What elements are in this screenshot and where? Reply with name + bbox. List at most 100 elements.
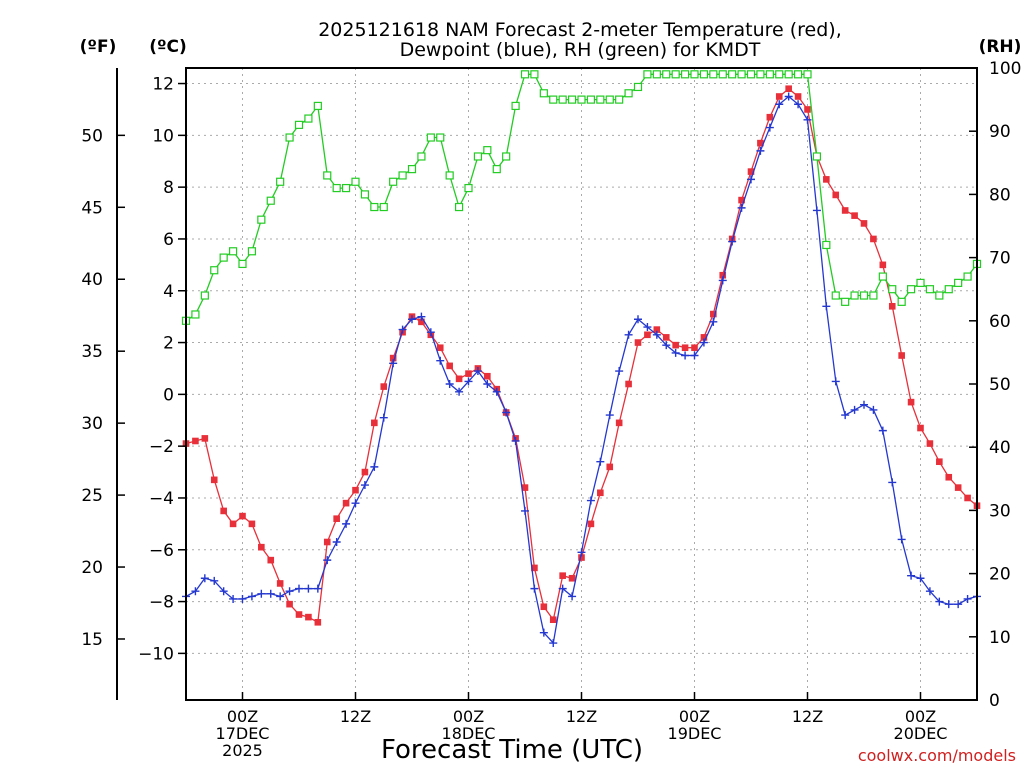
fahrenheit-tick-label: 40: [81, 270, 103, 290]
dewpoint-point: [944, 600, 953, 609]
axes: −10−8−6−4−202468101215202530354045500102…: [81, 59, 1021, 760]
series-temperature: [182, 85, 981, 626]
dewpoint-point: [229, 594, 238, 603]
rh-point: [238, 259, 247, 269]
celsius-tick-label: 8: [163, 178, 174, 198]
fahrenheit-unit-label: (ºF): [80, 37, 117, 57]
temperature-point: [936, 458, 943, 466]
rh-point: [577, 95, 586, 104]
dewpoint-point: [530, 584, 539, 593]
dewpoint-point: [492, 387, 501, 396]
fahrenheit-tick-label: 30: [81, 414, 103, 434]
fahrenheit-tick-label: 50: [81, 126, 103, 146]
dewpoint-point: [332, 538, 341, 546]
temperature-point: [389, 354, 397, 362]
celsius-tick-label: 6: [163, 230, 174, 250]
rh-tick-label: 20: [989, 565, 1011, 585]
rh-point: [558, 95, 567, 104]
temperature-point: [239, 512, 246, 520]
celsius-tick-label: 0: [163, 385, 174, 405]
dewpoint-point: [652, 330, 661, 339]
temperature-point: [267, 556, 275, 564]
rh-point: [680, 70, 690, 79]
rh-point: [822, 240, 831, 250]
rh-tick-label: 50: [989, 375, 1011, 395]
dewpoint-point: [916, 574, 925, 583]
rh-point: [841, 297, 850, 306]
temperature-point: [229, 520, 237, 528]
celsius-tick-label: 2: [163, 334, 174, 354]
dewpoint-point: [756, 146, 765, 155]
dewpoint-point: [276, 592, 285, 601]
rh-point: [671, 70, 680, 79]
dewpoint-point: [370, 462, 379, 471]
rh-point: [793, 70, 803, 79]
temperature-point: [634, 339, 642, 346]
temperature-point: [785, 85, 792, 93]
x-tick-label: 00Z: [227, 707, 258, 726]
rh-tick-label: 30: [989, 501, 1011, 521]
temperature-point: [766, 113, 774, 121]
fahrenheit-tick-label: 15: [81, 630, 103, 650]
rh-point: [228, 247, 238, 256]
rh-tick-label: 40: [989, 438, 1011, 458]
dewpoint-point: [897, 535, 906, 544]
rh-point: [662, 70, 671, 79]
rh-point: [511, 101, 520, 111]
dewpoint-point: [709, 317, 718, 326]
temperature-point: [841, 207, 849, 214]
dewpoint-point: [210, 576, 219, 585]
rh-point: [605, 95, 614, 104]
dewpoint-point: [841, 411, 850, 420]
temperature-point: [323, 538, 331, 546]
dewpoint-point: [643, 323, 652, 332]
temperature-point: [597, 489, 604, 497]
dewpoint-point: [605, 411, 614, 420]
celsius-tick-label: −8: [149, 593, 174, 613]
temperature-point: [625, 380, 632, 388]
dewpoint-point: [690, 351, 699, 360]
dewpoint-point: [483, 380, 492, 388]
dewpoint-point: [464, 377, 473, 386]
rh-point: [869, 291, 878, 300]
dewpoint-point: [662, 341, 671, 350]
rh-point: [709, 70, 718, 79]
rh-point: [756, 70, 765, 79]
temperature-point: [954, 484, 962, 491]
rh-point: [652, 70, 661, 79]
rh-point: [266, 196, 275, 205]
celsius-tick-label: 4: [163, 282, 174, 302]
temperature-point: [484, 372, 491, 380]
temperature-point: [314, 618, 322, 626]
dewpoint-point: [907, 571, 916, 580]
dewpoint-point: [191, 587, 200, 596]
rh-point: [370, 202, 379, 212]
rh-point: [567, 95, 577, 104]
dewpoint-point: [408, 315, 416, 324]
x-tick-label: 19DEC: [668, 724, 722, 743]
dewpoint-point: [295, 584, 303, 593]
rh-point: [520, 70, 530, 79]
temperature-point: [804, 106, 811, 113]
dewpoint-point: [822, 302, 831, 311]
rh-point: [596, 95, 605, 104]
dewpoint-point: [426, 328, 435, 337]
dewpoint-point: [238, 594, 247, 603]
fahrenheit-tick-label: 45: [81, 198, 103, 218]
temperature-point: [446, 362, 453, 370]
series-layer: [181, 70, 982, 648]
temperature-point: [907, 398, 915, 406]
rh-point: [323, 171, 332, 180]
rh-point: [313, 101, 322, 111]
rh-point: [643, 70, 652, 79]
rh-point: [803, 70, 812, 79]
temperature-point: [380, 383, 388, 390]
temperature-point: [436, 344, 444, 352]
title-line-2: Dewpoint (blue), RH (green) for KMDT: [400, 39, 761, 61]
temperature-point: [964, 494, 971, 502]
rh-point: [906, 285, 916, 294]
fahrenheit-tick-label: 25: [81, 486, 103, 506]
dewpoint-point: [257, 589, 266, 598]
rh-point: [389, 177, 398, 186]
